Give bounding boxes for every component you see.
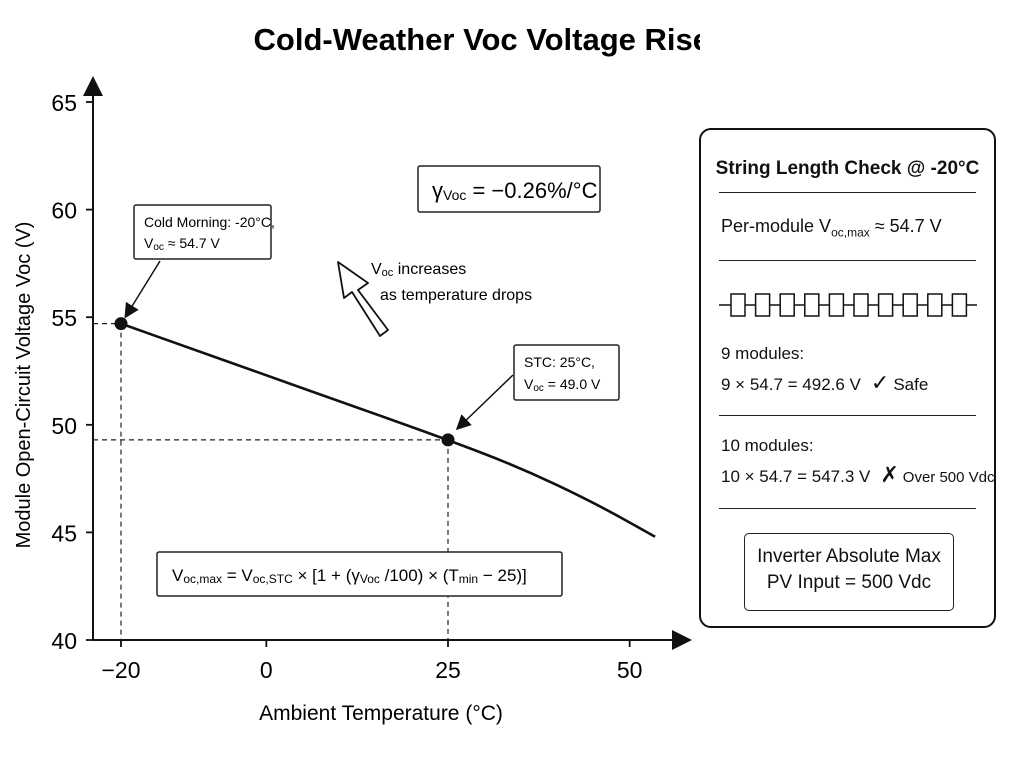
y-tick-label: 65 <box>51 90 77 116</box>
y-ticks: 40 45 50 55 60 65 <box>51 90 93 654</box>
x-ticks: −20 0 25 50 <box>101 640 642 683</box>
ten-modules-calc: 10 × 54.7 = 547.3 V ✗ Over 500 Vdc <box>721 462 995 487</box>
pv-module <box>828 293 845 317</box>
pv-module <box>877 293 894 317</box>
voc-increase-text-2: as temperature drops <box>380 287 532 304</box>
formula-text: Voc,max = Voc,STC × [1 + (γVoc /100) × (… <box>172 566 527 586</box>
string-length-panel: String Length Check @ -20°C Per-module V… <box>699 128 996 628</box>
key-point-marker <box>441 433 455 447</box>
panel-divider <box>719 260 976 261</box>
cold-morning-callout: Cold Morning: -20°C, Voc ≈ 54.7 V <box>124 204 275 319</box>
pv-module <box>754 293 771 317</box>
panel-title: String Length Check @ -20°C <box>715 158 980 179</box>
formula-box: Voc,max = Voc,STC × [1 + (γVoc /100) × (… <box>156 551 563 597</box>
inverter-line2: PV Input = 500 Vdc <box>766 572 932 593</box>
chart-title: Cold-Weather Voc Voltage Rise Curve <box>254 22 700 57</box>
inverter-limit-box: Inverter Absolute Max PV Input = 500 Vdc <box>744 533 954 611</box>
pv-module <box>951 293 968 317</box>
panel-divider <box>719 192 976 193</box>
panel-divider <box>719 508 976 509</box>
pv-module <box>730 293 746 317</box>
stc-callout-line1: STC: 25°C, <box>524 354 595 370</box>
y-tick-label: 45 <box>51 520 77 546</box>
per-module-voc: Per-module Voc,max ≈ 54.7 V <box>721 216 942 240</box>
y-tick-label: 60 <box>51 198 77 224</box>
x-axis-label: Ambient Temperature (°C) <box>259 702 503 725</box>
cold-callout-line1: Cold Morning: -20°C, <box>144 214 275 230</box>
pv-module <box>927 293 943 317</box>
gamma-box: γVoc = −0.26%/°C <box>417 165 601 213</box>
cross-icon: ✗ <box>880 462 899 487</box>
x-tick-label: 50 <box>617 657 643 683</box>
x-tick-label: 0 <box>260 657 273 683</box>
voc-increase-text-1: Voc increases <box>371 261 466 279</box>
voc-chart: Cold-Weather Voc Voltage Rise Curve 40 45… <box>13 22 700 725</box>
module-string-diagram <box>719 293 977 317</box>
nine-modules-heading: 9 modules: <box>721 344 805 363</box>
panel-divider <box>719 415 976 416</box>
check-icon: ✓ <box>870 370 890 395</box>
stc-callout: STC: 25°C, Voc = 49.0 V <box>455 344 620 431</box>
y-tick-label: 40 <box>51 628 77 654</box>
y-tick-label: 55 <box>51 305 77 331</box>
pv-module <box>804 293 820 317</box>
pv-module <box>779 293 795 317</box>
y-axis-label: Module Open-Circuit Voltage Voc (V) <box>13 222 35 549</box>
guide-lines <box>93 323 449 640</box>
y-tick-label: 50 <box>51 413 77 439</box>
key-points <box>114 317 455 447</box>
gamma-text: γVoc = −0.26%/°C <box>432 178 598 203</box>
voc-increase-arrow <box>337 261 389 337</box>
stc-callout-line2: Voc = 49.0 V <box>524 376 601 394</box>
x-tick-label: 25 <box>435 657 461 683</box>
key-point-marker <box>114 317 128 331</box>
voc-curve <box>120 322 656 538</box>
pv-module <box>853 293 869 317</box>
cold-callout-line2: Voc ≈ 54.7 V <box>144 235 221 253</box>
pv-module <box>902 293 918 317</box>
nine-modules-calc: 9 × 54.7 = 492.6 V ✓ Safe <box>721 370 929 395</box>
ten-modules-heading: 10 modules: <box>721 436 814 455</box>
inverter-line1: Inverter Absolute Max <box>757 546 941 567</box>
x-tick-label: −20 <box>101 657 140 683</box>
